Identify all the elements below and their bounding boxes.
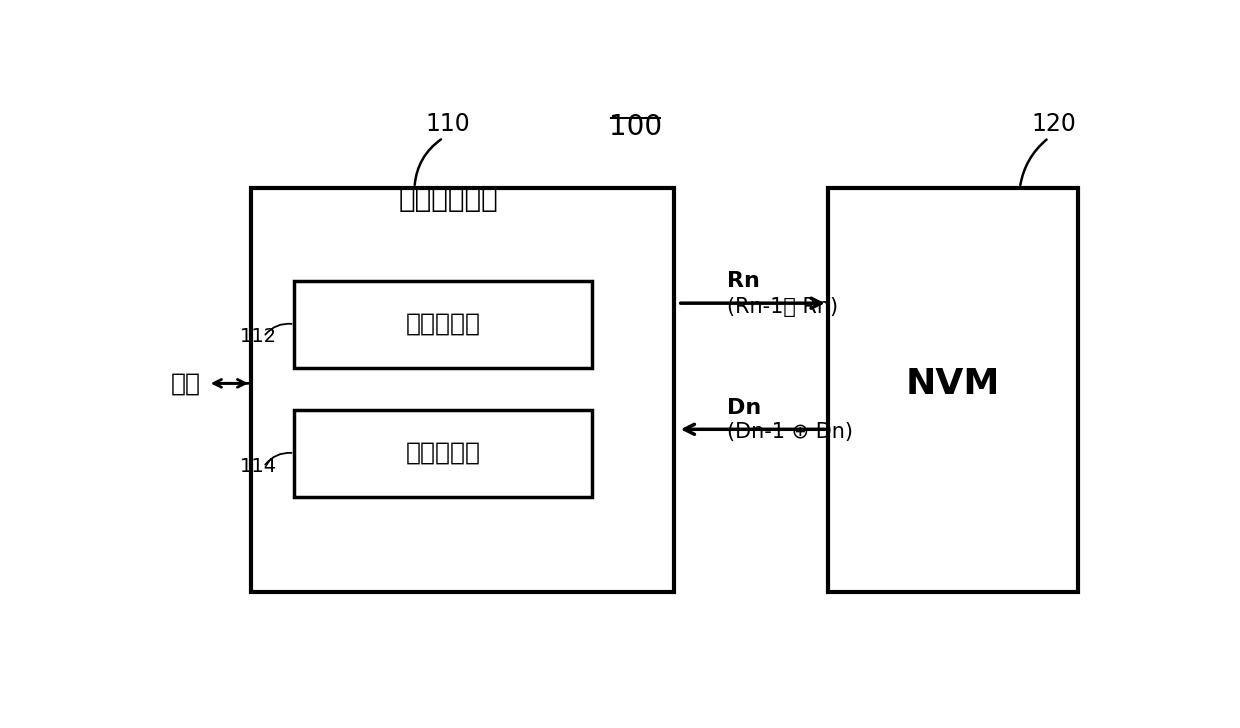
Text: 110: 110 [425,112,470,136]
Bar [294,410,593,496]
Text: 回归分析器: 回归分析器 [405,441,481,465]
Text: (Rn-1， Rn): (Rn-1， Rn) [727,297,838,317]
Text: 存储器控制器: 存储器控制器 [398,186,498,213]
Text: (Dn-1 ⊕ Dn): (Dn-1 ⊕ Dn) [727,422,853,442]
Text: NVM: NVM [905,368,999,401]
Text: 比特计数器: 比特计数器 [405,312,481,336]
Bar [828,189,1078,592]
Text: Rn: Rn [727,271,760,290]
Bar [250,189,675,592]
Text: 120: 120 [1032,112,1076,136]
Text: 主机: 主机 [171,371,201,395]
Text: Dn: Dn [727,398,761,418]
Text: 100: 100 [609,113,662,141]
Text: 112: 112 [239,328,277,347]
Bar [294,281,593,368]
Text: 114: 114 [239,457,277,476]
